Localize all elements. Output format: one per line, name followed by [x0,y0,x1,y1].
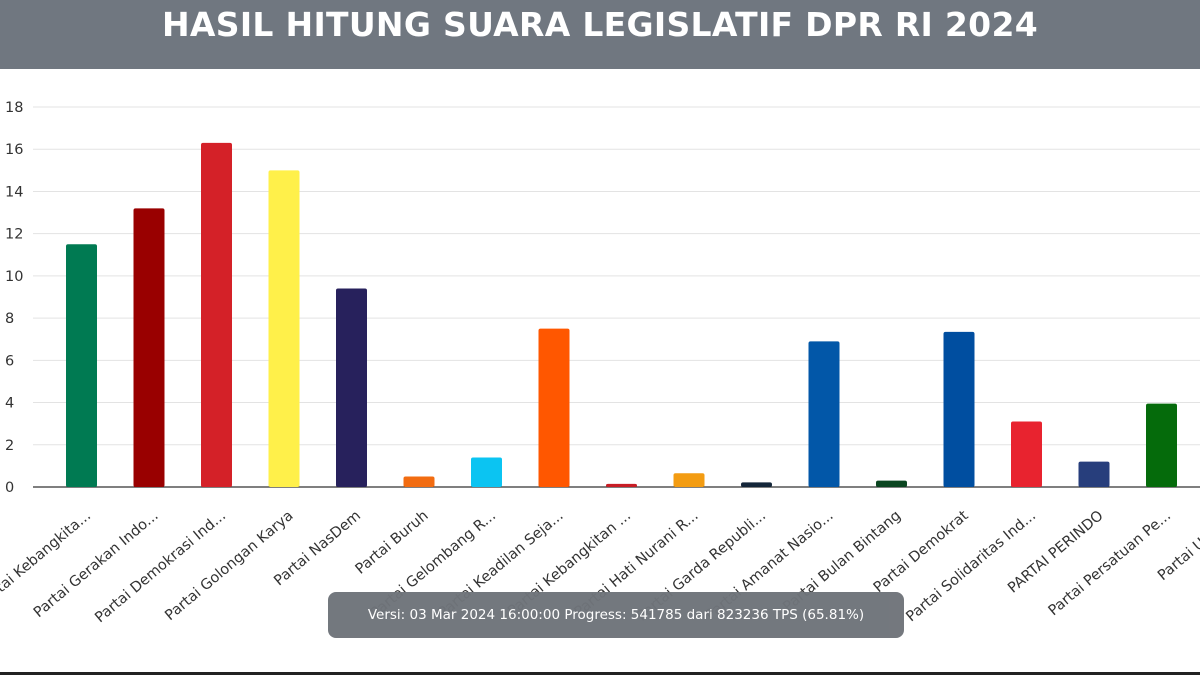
y-tick-label: 16 [5,142,23,158]
chart-title: HASIL HITUNG SUARA LEGISLATIF DPR RI 202… [162,5,1038,44]
bottom-border [0,672,1200,675]
y-tick-label: 14 [5,184,23,200]
bar[interactable] [471,457,502,487]
x-tick-label: Partai Solidaritas Ind... [903,508,1039,625]
bars [66,142,1177,488]
bar[interactable] [876,480,907,487]
bar[interactable] [268,170,300,487]
bar[interactable] [133,208,165,488]
bar[interactable] [943,331,975,487]
progress-text: Versi: 03 Mar 2024 16:00:00 Progress: 54… [367,607,865,623]
bar[interactable] [403,476,435,487]
bar[interactable] [201,142,232,487]
y-tick-label: 4 [5,396,14,412]
y-tick-label: 18 [5,100,23,116]
x-tick-label: Partai Golongan Karya [162,508,296,624]
bar[interactable] [741,482,772,487]
y-tick-label: 2 [5,438,14,454]
y-tick-label: 10 [5,269,23,285]
y-tick-label: 0 [5,480,14,496]
chart-header: HASIL HITUNG SUARA LEGISLATIF DPR RI 202… [0,0,1200,69]
y-tick-label: 8 [5,311,14,327]
bar[interactable] [1146,403,1177,487]
y-tick-label: 6 [5,353,14,369]
bar[interactable] [1011,421,1042,487]
bar[interactable] [808,341,840,487]
bar[interactable] [66,244,97,487]
bar[interactable] [673,473,705,487]
bar[interactable] [606,483,637,487]
x-tick-label: Partai Persatuan Pe... [1046,508,1174,619]
y-axis: 0 2 4 6 8 10 12 14 16 18 [5,100,23,496]
bar[interactable] [336,288,367,487]
progress-tooltip: Versi: 03 Mar 2024 16:00:00 Progress: 54… [328,592,904,638]
bar[interactable] [1078,461,1110,487]
x-tick-label: Partai Gerakan Indo... [31,508,162,621]
x-tick-label: Partai Demokrasi Ind... [92,508,229,626]
bar[interactable] [538,328,570,487]
y-tick-label: 12 [5,227,23,243]
